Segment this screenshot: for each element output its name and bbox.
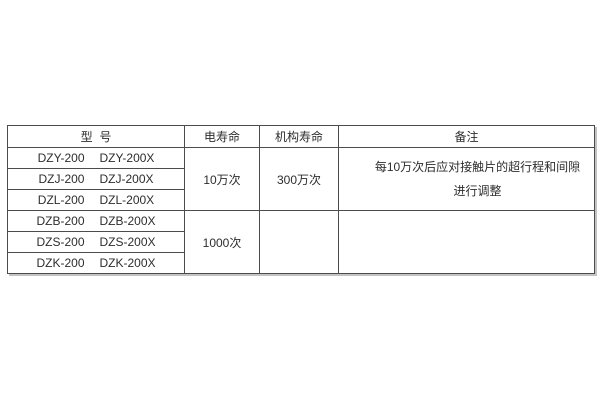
remarks-cell <box>338 210 595 274</box>
model-cell: DZK-200 DZK-200X <box>7 252 185 274</box>
header-model: 型 号 <box>7 125 185 148</box>
remarks-line: 每10万次后应对接触片的超行程和间隙 <box>374 160 581 174</box>
model-name: DZY-200X <box>99 151 155 165</box>
model-name: DZJ-200X <box>99 172 154 186</box>
model-name: DZK-200 <box>36 256 85 270</box>
spec-table: 型 号 电寿命 机构寿命 备注 DZY-200 DZY-200X 10万次 30… <box>7 125 595 274</box>
model-cell: DZL-200 DZL-200X <box>7 189 185 211</box>
header-mechanical-life: 机构寿命 <box>259 125 339 148</box>
model-cell: DZY-200 DZY-200X <box>7 147 185 169</box>
model-name: DZS-200X <box>99 235 156 249</box>
remarks-cell: 每10万次后应对接触片的超行程和间隙 进行调整 <box>338 147 595 211</box>
table-row: DZL-200 DZL-200X <box>7 189 595 211</box>
model-name: DZJ-200 <box>38 172 85 186</box>
table-row: DZK-200 DZK-200X <box>7 252 595 274</box>
table-row: DZB-200 DZB-200X 1000次 <box>7 210 595 274</box>
model-name: DZL-200 <box>37 193 85 207</box>
model-name: DZY-200 <box>37 151 85 165</box>
table-row: DZJ-200 DZJ-200X <box>7 168 595 190</box>
model-name: DZL-200X <box>99 193 155 207</box>
header-row: 型 号 电寿命 机构寿命 备注 <box>7 125 595 148</box>
model-cell: DZB-200 DZB-200X <box>7 210 185 232</box>
header-remarks: 备注 <box>338 125 595 148</box>
header-electrical-life: 电寿命 <box>184 125 260 148</box>
mechanical-life-cell: 300万次 <box>259 147 339 211</box>
model-cell: DZS-200 DZS-200X <box>7 231 185 253</box>
electrical-life-cell: 10万次 <box>184 147 260 211</box>
model-name: DZK-200X <box>99 256 156 270</box>
table-row: DZY-200 DZY-200X 10万次 300万次 每10万次后应对接触片的… <box>7 147 595 211</box>
model-name: DZB-200X <box>99 214 156 228</box>
model-name: DZB-200 <box>36 214 85 228</box>
remarks-line: 进行调整 <box>453 184 502 198</box>
electrical-life-cell: 1000次 <box>184 210 260 274</box>
model-cell: DZJ-200 DZJ-200X <box>7 168 185 190</box>
mechanical-life-cell <box>259 210 339 274</box>
model-name: DZS-200 <box>36 235 85 249</box>
